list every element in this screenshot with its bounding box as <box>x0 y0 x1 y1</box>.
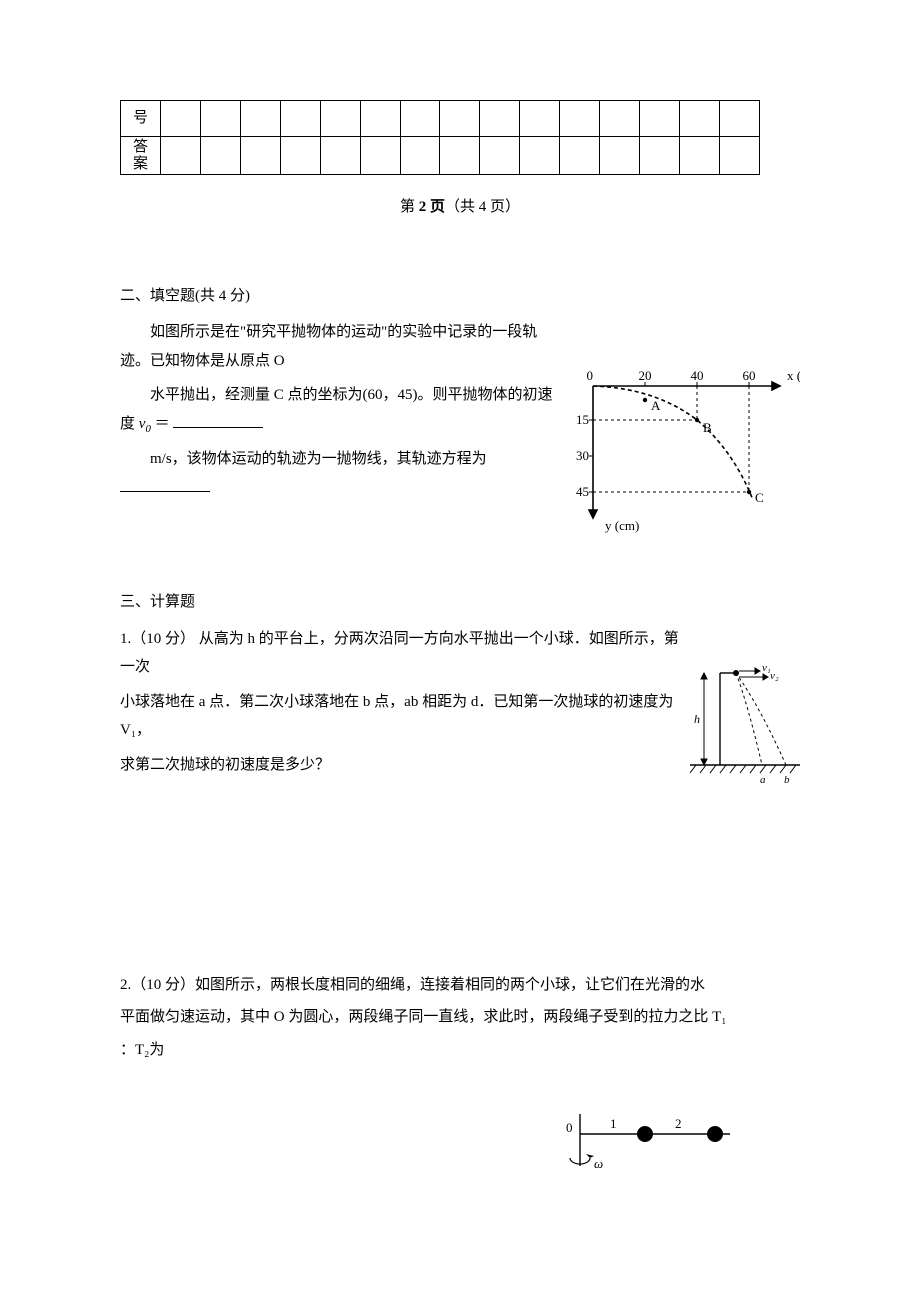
y-axis-label: y (cm) <box>605 518 639 533</box>
answer-cell <box>240 137 280 175</box>
page-marker: 第 2 页（共 4 页） <box>120 193 800 222</box>
answer-cell <box>200 101 240 137</box>
xtick-60: 60 <box>743 368 756 383</box>
answer-cell <box>240 101 280 137</box>
answer-row-number: 号 <box>121 101 760 137</box>
answer-cell <box>600 137 640 175</box>
page-prefix: 第 <box>400 199 419 215</box>
answer-cell <box>520 137 560 175</box>
q2-line3: ：T₂为 <box>120 1036 800 1065</box>
svg-text:B: B <box>703 420 712 435</box>
q2-line1: 2.（10 分）如图所示，两根长度相同的细绳，连接着相同的两个小球，让它们在光滑… <box>120 971 800 1000</box>
answer-cell <box>560 137 600 175</box>
answer-cell <box>480 137 520 175</box>
answer-cell <box>360 101 400 137</box>
answer-cell <box>200 137 240 175</box>
v2-label: v₂ <box>770 670 779 682</box>
xtick-20: 20 <box>639 368 652 383</box>
row-label-number: 号 <box>121 101 161 137</box>
answer-cell <box>280 101 320 137</box>
answer-cell <box>280 137 320 175</box>
origin-label: 0 <box>566 1120 573 1135</box>
omega-label: ω <box>594 1156 603 1171</box>
answer-cell <box>360 137 400 175</box>
blank-equation <box>120 477 210 492</box>
v0-symbol: v0 <box>139 416 151 432</box>
answer-cell <box>320 101 360 137</box>
page-paren: （共 4 页） <box>445 199 520 215</box>
fill-line3-text: m/s，该物体运动的轨迹为一抛物线，其轨迹方程为 <box>150 451 487 467</box>
q2-figure: 0 1 2 ω <box>550 1114 800 1184</box>
answer-cell <box>160 137 200 175</box>
answer-cell <box>719 137 759 175</box>
answer-cell <box>480 101 520 137</box>
answer-cell <box>719 101 759 137</box>
svg-text:C: C <box>755 490 764 505</box>
section-fill-heading: 二、填空题(共 4 分) <box>120 282 800 311</box>
equals: ＝ <box>155 416 174 432</box>
answer-cell <box>560 101 600 137</box>
answer-cell <box>440 101 480 137</box>
pt-a: a <box>760 774 766 786</box>
answer-cell <box>679 101 719 137</box>
fill-line1: 如图所示是在"研究平抛物体的运动"的实验中记录的一段轨迹。已知物体是从原点 O <box>120 318 800 375</box>
answer-cell <box>640 137 680 175</box>
q2-line2: 平面做匀速运动，其中 O 为圆心，两段绳子同一直线，求此时，两段绳子受到的拉力之… <box>120 1003 800 1032</box>
page-mid: 页 <box>426 199 445 215</box>
seg2-label: 2 <box>675 1116 682 1131</box>
ytick-30: 30 <box>576 448 589 463</box>
svg-text:A: A <box>651 398 661 413</box>
seg1-label: 1 <box>610 1116 617 1131</box>
answer-cell <box>400 101 440 137</box>
section-calc-heading: 三、计算题 <box>120 588 800 617</box>
pt-b: b <box>784 774 790 786</box>
row-label-answer: 答案 <box>121 137 161 175</box>
answer-cell <box>160 101 200 137</box>
answer-cell <box>400 137 440 175</box>
q1-figure: v₁ v₂ h a b <box>690 665 800 795</box>
x-axis-label: x (cm) <box>787 368 800 383</box>
ytick-15: 15 <box>576 412 589 427</box>
fill-projectile-figure: 0 20 40 60 x (cm) 15 30 45 <box>575 368 800 538</box>
answer-table: 号 答案 <box>120 100 760 175</box>
answer-cell <box>600 101 640 137</box>
ytick-45: 45 <box>576 484 589 499</box>
h-label: h <box>694 712 700 726</box>
svg-text:0: 0 <box>587 368 594 383</box>
answer-cell <box>320 137 360 175</box>
answer-cell <box>679 137 719 175</box>
xtick-40: 40 <box>691 368 704 383</box>
answer-cell <box>440 137 480 175</box>
answer-cell <box>640 101 680 137</box>
blank-v0 <box>173 413 263 428</box>
answer-cell <box>520 101 560 137</box>
answer-row-answer: 答案 <box>121 137 760 175</box>
